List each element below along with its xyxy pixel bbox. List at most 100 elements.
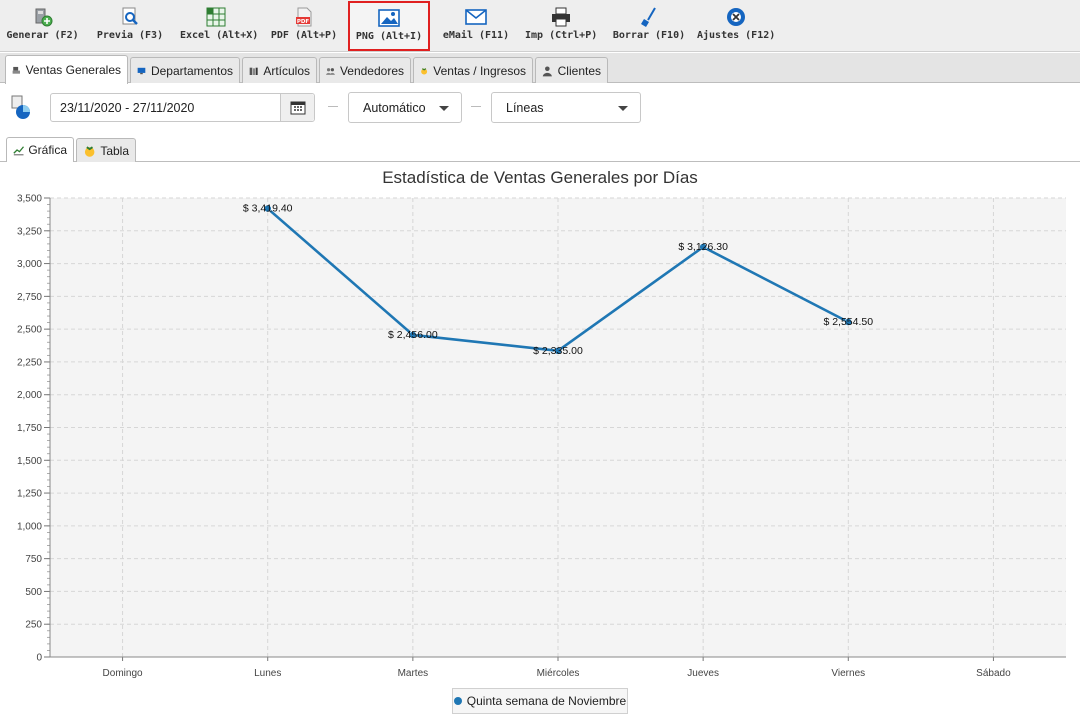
tab-label: Artículos [263,63,310,78]
y-tick-label: 750 [25,554,42,565]
x-tick-label: Miércoles [537,668,580,679]
tab-ventas-generales[interactable]: Ventas Generales [5,55,128,84]
mail-icon [465,9,487,25]
tab-grafica[interactable]: Gráfica [6,137,74,162]
tab-label: Ventas Generales [25,63,121,77]
tab-clientes[interactable]: Clientes [535,57,608,83]
separator [328,106,338,107]
pdf-icon: PDF [296,7,312,27]
preview-button[interactable]: Previa (F3) [95,1,165,51]
main-tabs: Ventas Generales Departamentos Artículos… [0,53,1080,84]
x-tick-label: Viernes [831,668,865,679]
chart-legend: Quinta semana de Noviembre [452,688,628,714]
preview-icon [122,7,138,25]
y-tick-label: 3,250 [17,226,42,237]
mode-select-value: Automático [363,101,426,115]
tab-label: Vendedores [339,63,404,78]
generate-label: Generar (F2) [6,30,79,41]
tab-label: Departamentos [150,63,233,78]
y-tick-label: 250 [25,620,42,631]
data-point [554,346,562,355]
settings-icon [727,8,745,26]
pdf-label: PDF (Alt+P) [270,30,338,41]
monitor-icon [137,67,146,74]
chart-area: 0 250 500 750 1,000 1,250 1,500 1,750 2,000 2,250… [0,162,1080,719]
mode-select[interactable]: Automático [348,92,462,123]
print-button[interactable]: Imp (Ctrl+P) [525,1,597,51]
broom-icon [641,7,656,27]
preview-label: Previa (F3) [96,30,164,41]
pdf-button[interactable]: PDF PDF (Alt+P) [268,1,340,51]
excel-icon [206,7,226,27]
tab-label: Gráfica [28,143,67,157]
y-tick-label: 2,000 [17,390,42,401]
clear-label: Borrar (F10) [612,30,686,41]
y-tick-label: 1,250 [17,489,42,500]
settings-button[interactable]: Ajustes (F12) [697,1,775,51]
separator [471,106,481,107]
data-point [699,243,708,251]
data-label: $ 2,456.00 [388,329,438,341]
tab-label: Ventas / Ingresos [433,63,526,78]
generate-button[interactable]: Generar (F2) [5,1,80,51]
data-label: $ 2,335.00 [533,345,583,357]
y-tick-label: 2,750 [17,292,42,303]
money-bag-icon [421,67,428,75]
date-range-input[interactable] [51,94,281,121]
email-button[interactable]: eMail (F11) [442,1,510,51]
data-label: $ 3,419.40 [243,203,293,215]
calendar-button[interactable] [280,94,314,121]
data-point [408,331,417,339]
tab-vendedores[interactable]: Vendedores [319,57,411,83]
generate-icon [35,8,52,27]
chart-type-select-value: Líneas [506,101,544,115]
x-tick-label: Lunes [254,668,281,679]
png-button[interactable]: PNG (Alt+I) [348,1,430,51]
tab-articulos[interactable]: Artículos [242,57,317,83]
line-chart-icon [13,146,25,156]
email-label: eMail (F11) [442,30,510,41]
tab-departamentos[interactable]: Departamentos [130,57,240,83]
excel-label: Excel (Alt+X) [180,30,259,41]
data-point [263,204,272,213]
png-label: PNG (Alt+I) [355,31,423,42]
print-label: Imp (Ctrl+P) [525,30,598,41]
x-tick-label: Domingo [103,668,143,679]
data-label: $ 3,126.30 [678,241,728,253]
legend-marker [453,697,462,705]
x-tick-label: Martes [398,668,429,679]
y-tick-label: 2,500 [17,325,42,336]
excel-button[interactable]: Excel (Alt+X) [180,1,259,51]
data-label: $ 2,554.50 [823,316,873,328]
y-tick-label: 1,500 [17,456,42,467]
settings-label: Ajustes (F12) [697,30,776,41]
x-tick-label: Jueves [687,668,719,679]
chevron-down-icon [618,106,628,111]
money-bag-icon [84,145,95,157]
y-tick-label: 1,000 [17,521,42,532]
tab-tabla[interactable]: Tabla [76,138,136,162]
chart-title: Estadística de Ventas Generales por Días [382,168,698,187]
clear-button[interactable]: Borrar (F10) [612,1,686,51]
legend-label: Quinta semana de Noviembre [466,694,627,708]
tab-label: Tabla [100,143,129,158]
view-tabs: Gráfica Tabla [0,137,1080,162]
data-point [844,318,853,326]
x-tick-label: Sábado [976,668,1011,679]
tab-label: Clientes [557,63,601,78]
tab-ventas-ingresos[interactable]: Ventas / Ingresos [413,57,533,83]
toolbar: Generar (F2) Previa (F3) Excel (Alt+X) P… [0,0,1080,52]
chart-type-select[interactable]: Líneas [491,92,641,123]
y-tick-label: 1,750 [17,423,42,434]
y-tick-label: 3,500 [17,194,42,205]
date-range-picker [50,93,315,122]
y-tick-label: 500 [25,587,42,598]
chevron-down-icon [439,106,449,111]
y-tick-label: 2,250 [17,357,42,368]
image-icon [378,9,400,27]
books-icon [249,67,258,75]
printer-icon [552,7,570,27]
svg-text:PDF: PDF [297,19,310,25]
users-icon [326,67,335,75]
statistics-icon [11,95,30,119]
